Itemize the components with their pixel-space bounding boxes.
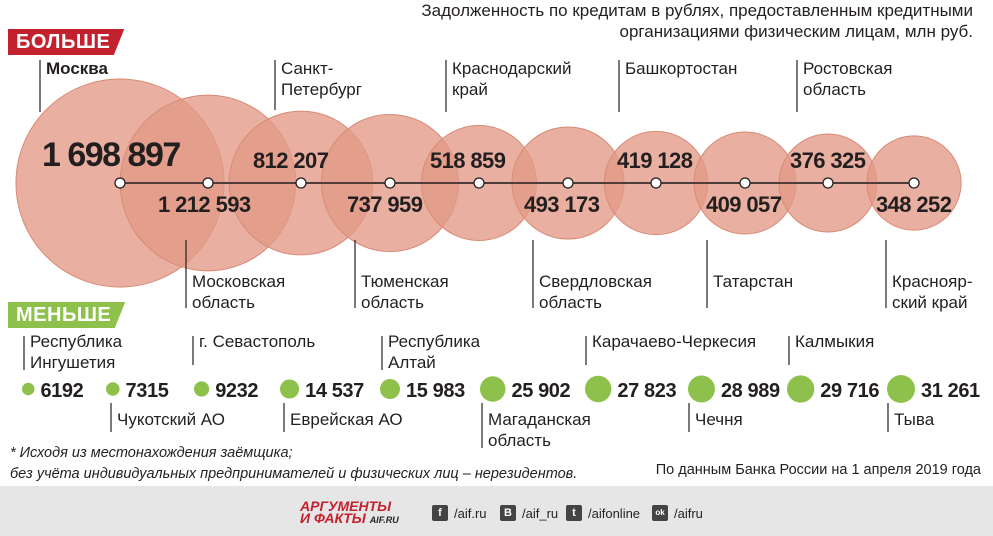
logo-line-1: АРГУМЕНТЫ <box>300 498 392 514</box>
value-label-5: 518 859 <box>430 148 506 173</box>
dot-value-3: 9232 <box>215 380 258 402</box>
category-label-4-2: область <box>361 293 424 312</box>
category-label-2-1: Московская <box>192 272 285 291</box>
dot-10 <box>887 375 915 403</box>
value-label-10: 348 252 <box>876 192 952 217</box>
logo-line-2: И ФАКТЫ AIF.RU <box>300 510 399 526</box>
dot-7 <box>585 375 612 403</box>
social-odnoklassniki-label: /aifru <box>674 505 703 521</box>
dot-value-9: 29 716 <box>820 380 879 402</box>
category-label-5-2: край <box>452 80 488 99</box>
dot-label-5-2: Алтай <box>388 353 436 372</box>
logo-domain: AIF.RU <box>369 515 399 525</box>
dot-value-10: 31 261 <box>921 380 980 402</box>
axis-dot-7 <box>650 177 662 189</box>
social-facebook[interactable]: f /aif.ru <box>432 505 487 521</box>
axis-dot-9 <box>822 177 834 189</box>
category-label-1: Москва <box>46 59 109 78</box>
category-label-5-1: Краснодарский <box>452 59 572 78</box>
chart-title: Задолженность по кредитам в рублях, пред… <box>421 1 973 41</box>
dot-label-6-1: Магаданская <box>488 410 591 429</box>
value-label-2: 1 212 593 <box>158 192 251 217</box>
footer-bar <box>0 486 993 536</box>
dot-9 <box>787 375 815 403</box>
dot-label-4: Еврейская АО <box>290 410 403 429</box>
dot-value-4: 14 537 <box>305 380 364 402</box>
dot-3 <box>194 381 210 397</box>
axis-dot-8 <box>739 177 751 189</box>
category-label-9-1: Ростовская <box>803 59 892 78</box>
dot-6 <box>480 376 506 402</box>
footnote: * Исходя из местонахождения заёмщика; бе… <box>10 443 577 485</box>
axis-dot-5 <box>473 177 485 189</box>
category-label-7: Башкортостан <box>625 59 737 78</box>
source-note: По данным Банка России на 1 апреля 2019 … <box>655 462 981 478</box>
dot-2 <box>106 382 120 396</box>
axis-dot-6 <box>562 177 574 189</box>
value-label-9: 376 325 <box>790 148 866 173</box>
odnoklassniki-icon: ok <box>652 505 668 521</box>
category-label-8: Татарстан <box>713 272 793 291</box>
category-label-3-1: Санкт- <box>281 59 333 78</box>
category-label-2-2: область <box>192 293 255 312</box>
value-label-4: 737 959 <box>347 192 423 217</box>
social-vk-label: /aif_ru <box>522 505 559 521</box>
twitter-icon: t <box>566 505 582 521</box>
dot-label-7: Карачаево-Черкесия <box>592 332 756 351</box>
category-label-6-1: Свердловская <box>539 272 652 291</box>
dot-value-8: 28 989 <box>721 380 780 402</box>
dot-value-7: 27 823 <box>617 380 676 402</box>
axis-dot-10 <box>908 177 920 189</box>
dot-value-1: 6192 <box>40 380 83 402</box>
footnote-line-2: без учёта индивидуальных предпринимателе… <box>10 466 578 482</box>
axis-dot-1 <box>114 177 126 189</box>
social-vk[interactable]: В /aif_ru <box>500 505 558 521</box>
axis-dot-2 <box>202 177 214 189</box>
social-facebook-label: /aif.ru <box>454 505 487 521</box>
dot-8 <box>688 375 715 403</box>
dot-label-5-1: Республика <box>388 332 481 351</box>
logo-line-2-text: И ФАКТЫ <box>300 510 366 526</box>
social-twitter-label: /aifonline <box>588 505 641 521</box>
more-badge: БОЛЬШЕ <box>8 29 125 55</box>
dot-label-2: Чукотский АО <box>117 410 225 429</box>
value-label-8: 409 057 <box>706 192 782 217</box>
category-label-9-2: область <box>803 80 866 99</box>
dot-label-9: Калмыкия <box>795 332 874 351</box>
category-label-10-1: Краснояр- <box>892 272 972 291</box>
aif-logo[interactable]: АРГУМЕНТЫ И ФАКТЫ AIF.RU <box>300 498 399 526</box>
dot-5 <box>380 378 401 400</box>
dot-4 <box>280 379 300 399</box>
dot-label-3: г. Севастополь <box>199 332 315 351</box>
value-label-3: 812 207 <box>253 148 329 173</box>
dot-label-10: Тыва <box>894 410 935 429</box>
dot-label-8: Чечня <box>695 410 743 429</box>
dot-label-1-1: Республика <box>30 332 123 351</box>
dot-value-2: 7315 <box>126 380 169 402</box>
dot-label-6-2: область <box>488 431 551 450</box>
facebook-icon: f <box>432 505 448 521</box>
dot-1 <box>22 382 35 396</box>
category-label-6-2: область <box>539 293 602 312</box>
footnote-line-1: * Исходя из местонахождения заёмщика; <box>10 445 293 461</box>
dot-label-1-2: Ингушетия <box>30 353 115 372</box>
dot-value-5: 15 983 <box>406 380 465 402</box>
category-label-10-2: ский край <box>892 293 968 312</box>
category-label-3-2: Петербург <box>281 80 362 99</box>
value-label-1: 1 698 897 <box>42 136 180 174</box>
vk-icon: В <box>500 505 516 521</box>
dot-value-6: 25 902 <box>511 380 570 402</box>
value-label-7: 419 128 <box>617 148 693 173</box>
axis-dot-4 <box>384 177 396 189</box>
social-twitter[interactable]: t /aifonline <box>566 505 640 521</box>
category-label-4-1: Тюменская <box>361 272 449 291</box>
axis-dot-3 <box>295 177 307 189</box>
less-badge: МЕНЬШЕ <box>8 302 126 328</box>
value-label-6: 493 173 <box>524 192 600 217</box>
social-odnoklassniki[interactable]: ok /aifru <box>652 505 703 521</box>
